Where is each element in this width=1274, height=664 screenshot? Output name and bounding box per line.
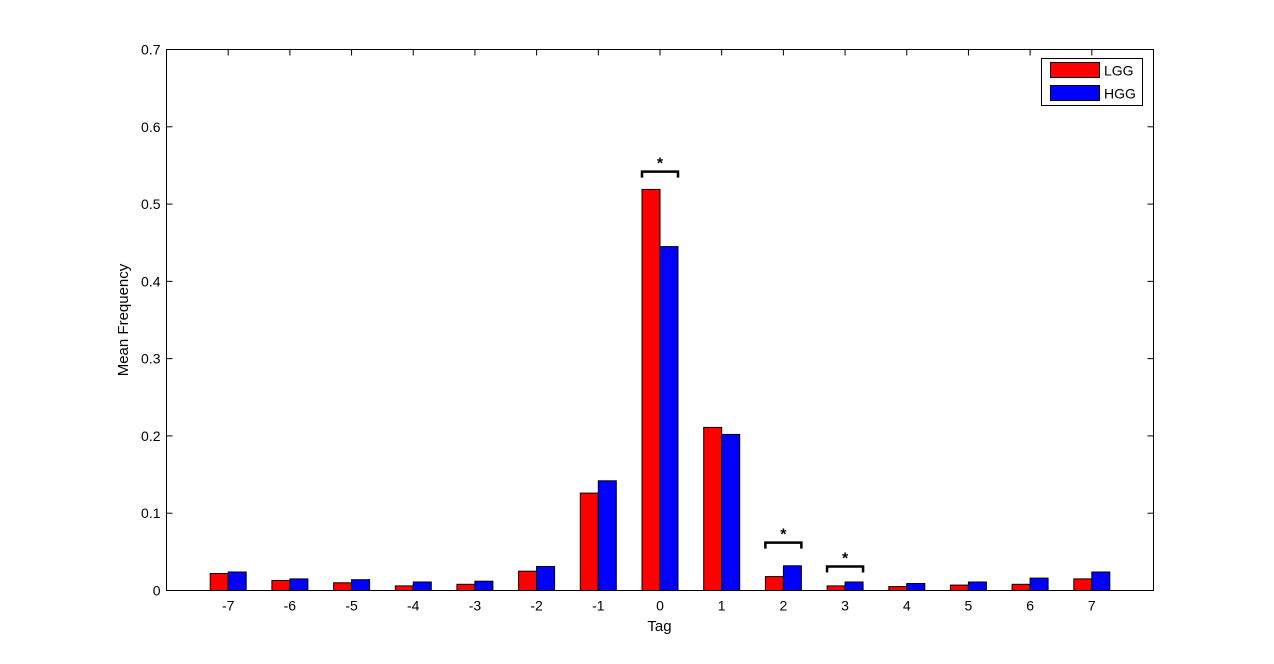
bar-lgg-6 <box>1011 583 1031 591</box>
x-tick-label: -2 <box>530 598 543 614</box>
bar-lgg--2 <box>518 570 538 592</box>
x-tick-label: 6 <box>1026 598 1034 614</box>
bar-lgg-3 <box>826 585 846 592</box>
bar-hgg-7 <box>1091 571 1111 591</box>
bar-hgg--1 <box>597 480 617 591</box>
x-axis-ticks: -7 -6 -5 -4 -3 -2 -1 0 1 2 3 4 5 6 7 <box>222 49 1096 614</box>
bar-hgg-6 <box>1029 577 1049 591</box>
y-tick-label: 0.6 <box>141 119 161 135</box>
bar-lgg--1 <box>579 492 599 592</box>
significance-bracket-2 <box>764 541 803 549</box>
y-tick-label: 0.5 <box>141 196 161 212</box>
x-tick-label: -4 <box>407 598 420 614</box>
bar-hgg-5 <box>967 581 987 591</box>
bar-hgg-0 <box>659 246 679 591</box>
x-tick-label: 7 <box>1088 598 1096 614</box>
bar-lgg-2 <box>764 576 784 591</box>
significance-star-2: * <box>780 527 787 544</box>
legend: LGG HGG <box>1041 58 1143 106</box>
bar-hgg--3 <box>474 580 494 592</box>
bar-lgg--4 <box>394 585 414 592</box>
bar-lgg-0 <box>641 188 661 591</box>
bar-lgg--6 <box>271 580 291 591</box>
legend-label-lgg: LGG <box>1104 63 1134 79</box>
y-axis-label: Mean Frequency <box>115 263 132 376</box>
x-tick-label: 5 <box>965 598 973 614</box>
bar-lgg--7 <box>209 573 229 591</box>
x-tick-label: -7 <box>222 598 235 614</box>
x-tick-label: 2 <box>779 598 787 614</box>
significance-star-0: * <box>657 156 664 173</box>
x-tick-label: -6 <box>284 598 297 614</box>
bar-hgg-1 <box>721 433 741 591</box>
legend-label-hgg: HGG <box>1104 86 1136 102</box>
bar-hgg--7 <box>227 571 247 591</box>
bar-hgg-3 <box>844 581 864 591</box>
significance-bracket-3 <box>825 565 865 573</box>
bar-lgg--3 <box>456 583 476 591</box>
bar-hgg--4 <box>412 581 432 591</box>
x-tick-label: 3 <box>841 598 849 614</box>
bar-lgg-5 <box>949 584 969 591</box>
bar-hgg-2 <box>782 565 802 591</box>
x-tick-label: 1 <box>718 598 726 614</box>
bar-hgg--5 <box>351 579 371 592</box>
y-tick-label: 0.1 <box>141 505 161 521</box>
significance-markers: * * * <box>640 156 865 573</box>
x-axis-label: Tag <box>647 618 671 635</box>
bar-hgg--2 <box>536 566 556 591</box>
x-tick-label: -5 <box>345 598 358 614</box>
bar-lgg-7 <box>1073 578 1093 592</box>
significance-star-3: * <box>842 551 849 568</box>
significance-bracket-0 <box>640 170 680 178</box>
y-tick-label: 0.3 <box>141 351 161 367</box>
legend-swatch-lgg <box>1050 62 1100 78</box>
bar-lgg-4 <box>888 586 908 591</box>
x-tick-label: -1 <box>592 598 605 614</box>
y-tick-label: 0 <box>153 583 161 599</box>
bar-lgg--5 <box>333 582 353 591</box>
y-tick-label: 0.7 <box>141 42 161 58</box>
x-tick-label: -3 <box>469 598 482 614</box>
x-tick-label: 0 <box>656 598 664 614</box>
legend-swatch-hgg <box>1050 85 1100 101</box>
x-tick-label: 4 <box>903 598 911 614</box>
y-axis-ticks: 0 0.1 0.2 0.3 0.4 0.5 0.6 0.7 <box>141 42 1154 599</box>
y-tick-label: 0.2 <box>141 428 161 444</box>
y-tick-label: 0.4 <box>141 273 161 289</box>
bar-hgg-4 <box>906 583 926 591</box>
bar-hgg--6 <box>289 578 309 592</box>
bar-lgg-1 <box>703 426 723 591</box>
